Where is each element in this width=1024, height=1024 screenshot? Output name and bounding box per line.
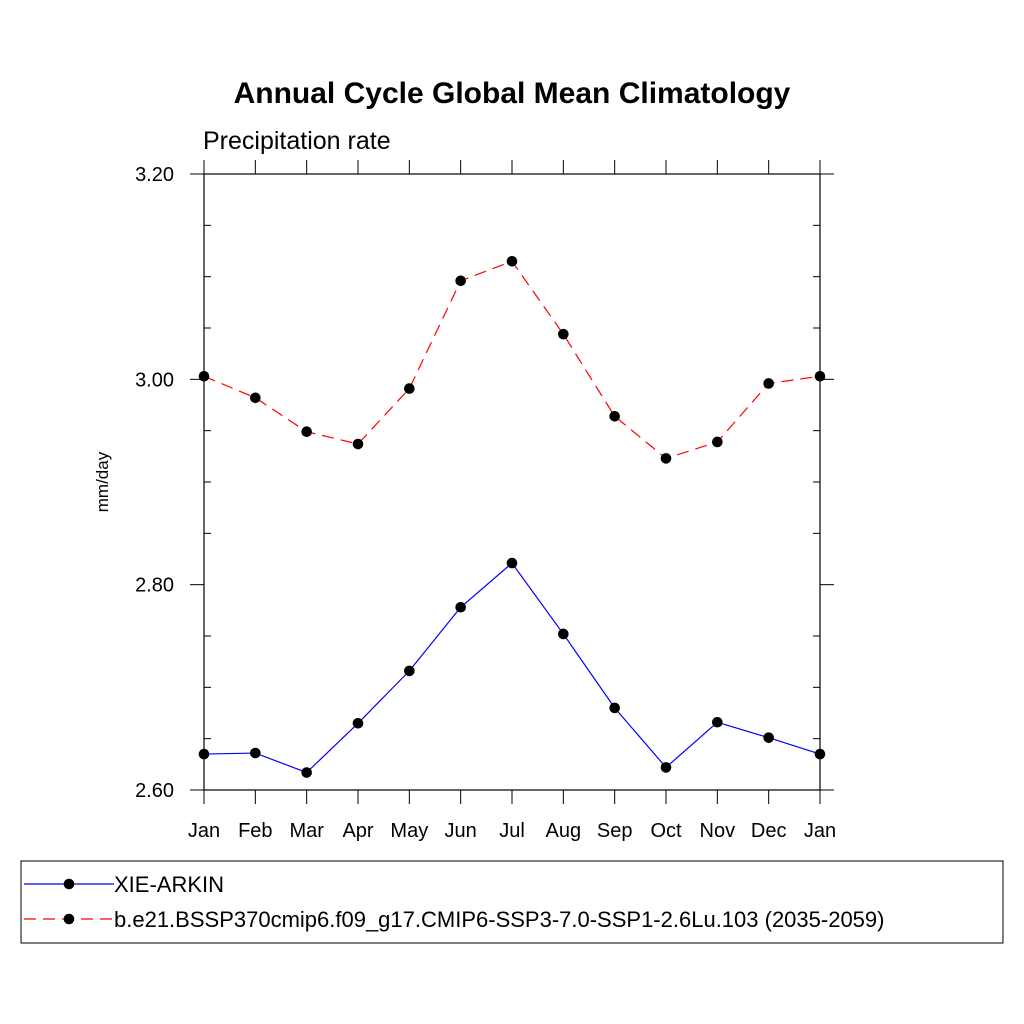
x-tick-label: Jan [804,820,836,842]
data-point [455,601,466,613]
y-tick-label: 3.20 [135,164,174,186]
data-point [763,732,774,743]
x-tick-label: Aug [546,820,582,842]
data-point [198,370,210,382]
data-point [660,762,672,773]
legend: XIE-ARKIN b.e21.BSSP370cmip6.f09_g17.CMIP… [24,872,884,932]
y-tick-label: 3.00 [135,369,174,391]
data-point [352,717,364,729]
data-point [609,410,620,422]
data-point [301,426,312,437]
data-point [404,665,415,677]
x-tick-label: Jun [445,820,477,842]
series-line-1 [203,562,821,774]
x-tick-label: Sep [597,820,633,842]
data-point [660,453,672,464]
data-point [763,378,774,389]
data-point [250,747,261,759]
data-point [301,767,312,778]
legend-marker-1 [63,878,75,890]
data-point [506,255,518,267]
chart-title: Annual Cycle Global Mean Climatology [234,77,791,110]
data-point [712,716,723,728]
data-point [558,328,569,340]
chart-subtitle: Precipitation rate [203,127,391,155]
data-point [198,748,210,760]
x-tick-labels: Jan Feb Mar Apr May Jun Jul Aug Sep Oct Nov Dec Jan [188,820,836,842]
x-tick-label: Mar [289,820,324,842]
data-point [404,383,415,394]
data-point [352,438,364,450]
y-axis-label: mm/day [93,451,112,512]
x-tick-label: Feb [238,820,272,842]
x-tick-label: Oct [650,820,682,842]
data-point [609,702,620,714]
data-point [558,628,569,640]
data-point [814,370,826,382]
x-tick-label: Nov [700,820,736,842]
x-tick-label: Dec [751,820,787,842]
y-tick-label: 2.80 [135,575,174,597]
data-point [455,275,466,287]
legend-label-2: b.e21.BSSP370cmip6.f09_g17.CMIP6-SSP3-7.… [114,907,884,932]
axis-ticks [190,160,834,804]
legend-box [20,860,1004,944]
x-tick-label: Jan [188,820,220,842]
x-tick-label: Jul [499,820,525,842]
data-point [506,557,518,569]
series-line-2 [203,260,821,460]
plot-series [198,255,826,778]
x-tick-label: May [390,820,428,842]
y-tick-labels: 2.60 2.80 3.00 3.20 [135,164,174,802]
data-point [712,436,723,448]
x-tick-label: Apr [342,820,373,842]
data-point [250,392,261,404]
data-point [814,748,826,760]
legend-label-1: XIE-ARKIN [114,872,224,897]
y-tick-label: 2.60 [135,780,174,802]
legend-marker-2 [63,913,75,925]
